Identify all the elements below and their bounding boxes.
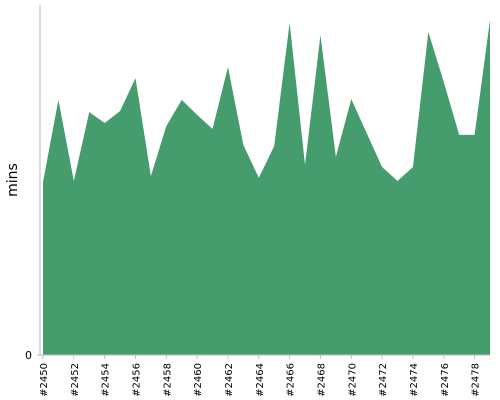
x-tick-label: #2450 xyxy=(39,363,50,397)
x-tick-label: #2468 xyxy=(316,363,327,397)
x-tick-label: #2464 xyxy=(255,363,266,397)
x-tick-label: #2460 xyxy=(193,363,204,397)
x-tick-label: #2454 xyxy=(101,363,112,397)
x-tick-label: #2452 xyxy=(70,363,81,397)
y-axis-label: mins xyxy=(5,163,21,197)
x-tick-label: #2470 xyxy=(347,363,358,397)
area xyxy=(43,20,490,356)
x-tick-label: #2478 xyxy=(471,363,482,397)
x-tick-label: #2466 xyxy=(286,363,297,397)
x-tick-label: #2462 xyxy=(224,363,235,397)
x-tick-label: #2476 xyxy=(440,363,451,397)
x-tick-label: #2472 xyxy=(378,363,389,397)
x-tick-label: #2458 xyxy=(162,363,173,397)
x-tick-label: #2474 xyxy=(409,363,420,397)
x-tick-label: #2456 xyxy=(131,363,142,397)
y-tick-label: 0 xyxy=(25,349,32,362)
